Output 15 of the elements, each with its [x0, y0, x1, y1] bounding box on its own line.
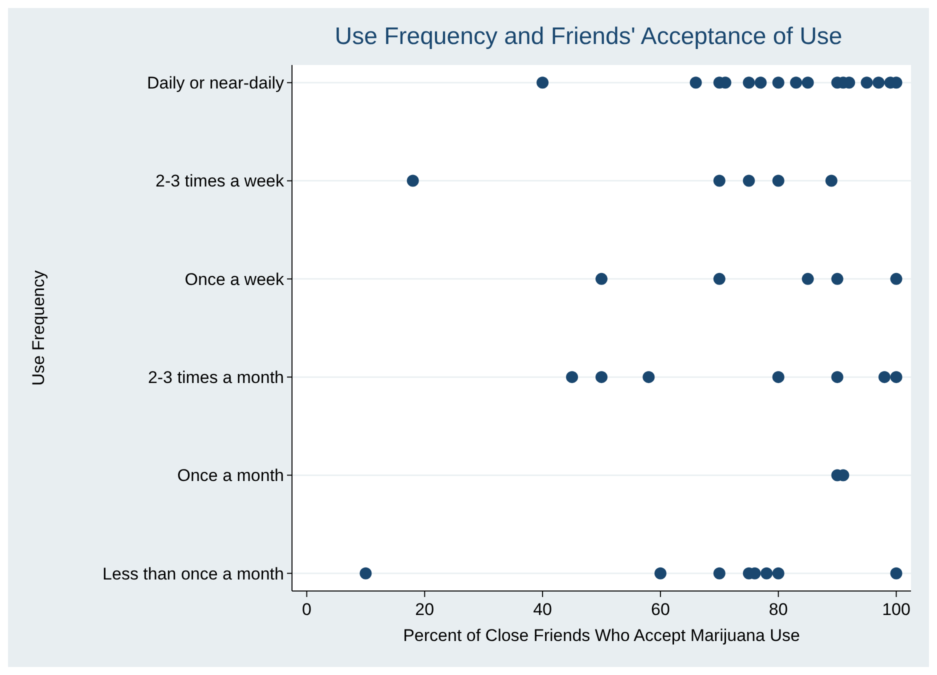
x-tick-label: 60 [650, 600, 670, 619]
y-tick-label: Once a month [177, 466, 284, 486]
y-tick-label: 2-3 times a week [156, 172, 284, 191]
x-tick-label: 20 [415, 600, 434, 619]
x-tick-label: 80 [768, 600, 788, 619]
y-tick-label: 2-3 times a month [148, 368, 284, 388]
y-tick-label: Once a week [184, 270, 284, 289]
x-tick-label: 0 [302, 600, 312, 619]
y-axis-title: Use Frequency [29, 270, 48, 386]
x-tick-label: 100 [882, 600, 910, 619]
chart-title: Use Frequency and Friends' Acceptance of Use [334, 23, 842, 50]
x-axis-title: Percent of Close Friends Who Accept Marijuana Use [403, 626, 800, 645]
y-tick-label: Less than once a month [102, 564, 284, 584]
y-tick-label: Daily or near-daily [147, 74, 284, 93]
x-tick-label: 40 [533, 600, 552, 619]
